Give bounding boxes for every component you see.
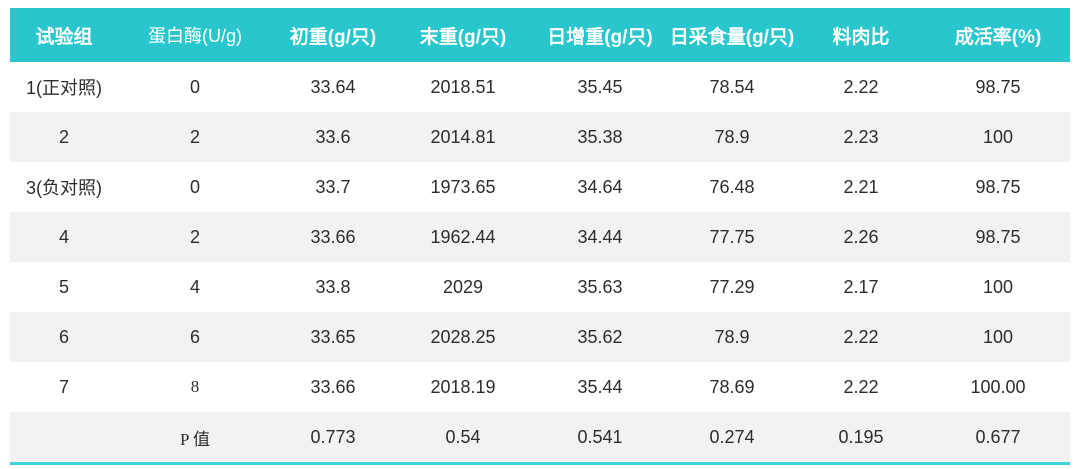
table-row-group-5: 5 4 33.8 2029 35.63 77.29 2.17 100 — [10, 262, 1070, 312]
table-row-group-7: 7 8 33.66 2018.19 35.44 78.69 2.22 100.0… — [10, 362, 1070, 412]
table-row-group-4: 4 2 33.66 1962.44 34.44 77.75 2.26 98.75 — [10, 212, 1070, 262]
table-cell: 98.75 — [926, 62, 1070, 112]
table-cell: 4 — [118, 262, 272, 312]
table-cell: 77.75 — [668, 212, 796, 262]
experiment-results-table: 试验组 蛋白酶(U/g) 初重(g/只) 末重(g/只) 日增重(g/只) 日采… — [10, 8, 1070, 465]
table-cell: 33.64 — [272, 62, 394, 112]
column-header-survival-rate: 成活率(%) — [926, 8, 1070, 62]
column-header-final-weight: 末重(g/只) — [394, 8, 532, 62]
table-cell: 98.75 — [926, 162, 1070, 212]
table-cell: 2.22 — [796, 62, 926, 112]
table-cell: 0.541 — [532, 412, 668, 462]
table-body: 1(正对照) 0 33.64 2018.51 35.45 78.54 2.22 … — [10, 62, 1070, 462]
table-cell: 1973.65 — [394, 162, 532, 212]
table-cell: 7 — [10, 362, 118, 412]
table-cell: 1962.44 — [394, 212, 532, 262]
table-cell: 100 — [926, 262, 1070, 312]
table-cell: 2018.19 — [394, 362, 532, 412]
table-row-p-value: P 值 0.773 0.54 0.541 0.274 0.195 0.677 — [10, 412, 1070, 462]
table-cell: 6 — [118, 312, 272, 362]
table-cell: 34.64 — [532, 162, 668, 212]
column-header-test-group: 试验组 — [10, 8, 118, 62]
table-cell: 2.26 — [796, 212, 926, 262]
table-cell: 33.7 — [272, 162, 394, 212]
table-cell: 34.44 — [532, 212, 668, 262]
table-cell: 8 — [118, 362, 272, 412]
table-cell: 2.17 — [796, 262, 926, 312]
table-cell: 0.195 — [796, 412, 926, 462]
data-table: 试验组 蛋白酶(U/g) 初重(g/只) 末重(g/只) 日增重(g/只) 日采… — [10, 8, 1070, 462]
table-cell: 33.66 — [272, 212, 394, 262]
header-row: 试验组 蛋白酶(U/g) 初重(g/只) 末重(g/只) 日增重(g/只) 日采… — [10, 8, 1070, 62]
column-header-daily-gain: 日增重(g/只) — [532, 8, 668, 62]
table-cell-empty — [10, 412, 118, 462]
table-cell: 0.773 — [272, 412, 394, 462]
table-cell: 0.274 — [668, 412, 796, 462]
table-cell: 2.23 — [796, 112, 926, 162]
table-cell: 35.44 — [532, 362, 668, 412]
table-bottom-accent-line — [10, 462, 1070, 465]
table-row-group-6: 6 6 33.65 2028.25 35.62 78.9 2.22 100 — [10, 312, 1070, 362]
table-cell: 35.63 — [532, 262, 668, 312]
table-cell: 77.29 — [668, 262, 796, 312]
table-header: 试验组 蛋白酶(U/g) 初重(g/只) 末重(g/只) 日增重(g/只) 日采… — [10, 8, 1070, 62]
table-cell: 2.22 — [796, 312, 926, 362]
table-cell: 2 — [118, 212, 272, 262]
table-cell: 0.54 — [394, 412, 532, 462]
table-cell: 33.6 — [272, 112, 394, 162]
table-cell: 78.54 — [668, 62, 796, 112]
column-header-protease: 蛋白酶(U/g) — [118, 8, 272, 62]
table-cell: 100 — [926, 312, 1070, 362]
table-cell: 1(正对照) — [10, 62, 118, 112]
table-cell: 2028.25 — [394, 312, 532, 362]
table-cell: 2.22 — [796, 362, 926, 412]
column-header-feed-conversion-ratio: 料肉比 — [796, 8, 926, 62]
table-row-group-2: 2 2 33.6 2014.81 35.38 78.9 2.23 100 — [10, 112, 1070, 162]
table-cell: 35.38 — [532, 112, 668, 162]
table-cell: 35.62 — [532, 312, 668, 362]
table-cell: 98.75 — [926, 212, 1070, 262]
table-cell: 2014.81 — [394, 112, 532, 162]
table-cell: 78.69 — [668, 362, 796, 412]
table-cell: 2029 — [394, 262, 532, 312]
table-cell: 76.48 — [668, 162, 796, 212]
table-cell: 100.00 — [926, 362, 1070, 412]
table-cell: 2 — [118, 112, 272, 162]
table-cell: 6 — [10, 312, 118, 362]
table-cell: 100 — [926, 112, 1070, 162]
table-cell: 78.9 — [668, 112, 796, 162]
table-cell: 0 — [118, 162, 272, 212]
table-cell: 33.66 — [272, 362, 394, 412]
column-header-daily-feed-intake: 日采食量(g/只) — [668, 8, 796, 62]
table-cell: 78.9 — [668, 312, 796, 362]
table-cell: 2018.51 — [394, 62, 532, 112]
table-cell: 2.21 — [796, 162, 926, 212]
table-cell: 3(负对照) — [10, 162, 118, 212]
table-cell: 2 — [10, 112, 118, 162]
table-cell: 33.8 — [272, 262, 394, 312]
table-cell: 0 — [118, 62, 272, 112]
p-value-label: P 值 — [118, 412, 272, 462]
table-row-group-3: 3(负对照) 0 33.7 1973.65 34.64 76.48 2.21 9… — [10, 162, 1070, 212]
column-header-initial-weight: 初重(g/只) — [272, 8, 394, 62]
table-cell: 0.677 — [926, 412, 1070, 462]
table-cell: 35.45 — [532, 62, 668, 112]
table-cell: 33.65 — [272, 312, 394, 362]
table-cell: 5 — [10, 262, 118, 312]
table-row-group-1: 1(正对照) 0 33.64 2018.51 35.45 78.54 2.22 … — [10, 62, 1070, 112]
table-cell: 4 — [10, 212, 118, 262]
